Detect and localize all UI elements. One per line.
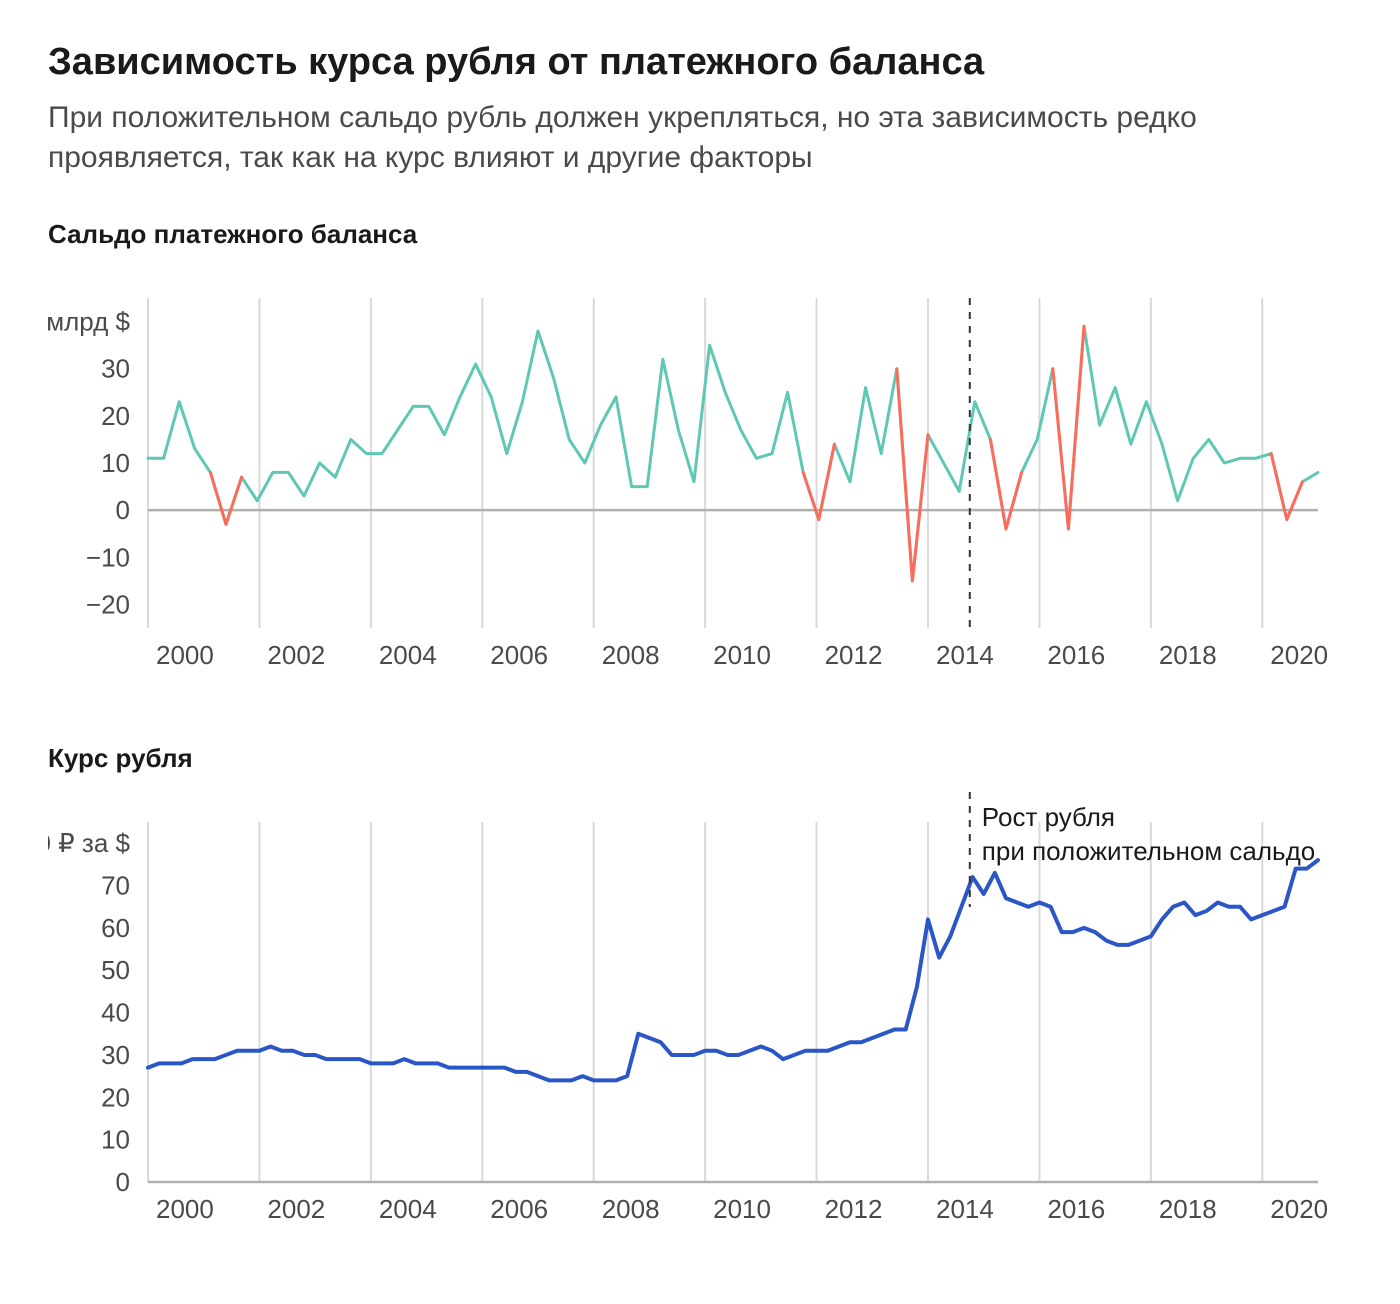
svg-text:2012: 2012 — [825, 1194, 883, 1224]
svg-text:2010: 2010 — [713, 640, 771, 670]
balance-chart-block: Сальдо платежного баланса −20 −10 0 10 20 30 4… — [48, 219, 1352, 683]
svg-text:2006: 2006 — [490, 1194, 548, 1224]
svg-text:20: 20 — [101, 400, 130, 430]
svg-text:2000: 2000 — [156, 640, 214, 670]
svg-text:2020: 2020 — [1270, 1194, 1328, 1224]
svg-text:2004: 2004 — [379, 1194, 437, 1224]
svg-text:Рост рубля: Рост рубля — [982, 802, 1115, 832]
svg-text:50: 50 — [101, 955, 130, 985]
balance-chart-svg: −20 −10 0 10 20 30 40 млрд $ 2000 2002 2004 2006 20… — [48, 268, 1348, 683]
svg-text:2004: 2004 — [379, 640, 437, 670]
svg-text:2018: 2018 — [1159, 1194, 1217, 1224]
svg-text:−10: −10 — [86, 542, 130, 572]
svg-text:−20: −20 — [86, 589, 130, 619]
svg-text:2000: 2000 — [156, 1194, 214, 1224]
svg-text:2012: 2012 — [825, 640, 883, 670]
page-title: Зависимость курса рубля от платежного ба… — [48, 40, 1352, 86]
svg-text:30: 30 — [101, 353, 130, 383]
svg-text:60: 60 — [101, 912, 130, 942]
svg-text:2018: 2018 — [1159, 640, 1217, 670]
svg-text:при положительном сальдо: при положительном сальдо — [982, 836, 1315, 866]
svg-text:2016: 2016 — [1047, 1194, 1105, 1224]
svg-text:2016: 2016 — [1047, 640, 1105, 670]
svg-text:20: 20 — [101, 1082, 130, 1112]
svg-text:40 млрд $: 40 млрд $ — [48, 306, 131, 336]
svg-text:0: 0 — [116, 1167, 130, 1197]
svg-text:2006: 2006 — [490, 640, 548, 670]
svg-text:2010: 2010 — [713, 1194, 771, 1224]
rate-chart-block: Курс рубля 0 10 20 30 40 50 60 70 80 ₽ за $ 2000 2… — [48, 743, 1352, 1237]
svg-text:2020: 2020 — [1270, 640, 1328, 670]
svg-text:10: 10 — [101, 448, 130, 478]
rate-chart-label: Курс рубля — [48, 743, 1352, 774]
svg-text:0: 0 — [116, 495, 130, 525]
svg-text:2002: 2002 — [267, 1194, 325, 1224]
chart-container: Зависимость курса рубля от платежного ба… — [0, 0, 1400, 1304]
svg-text:2014: 2014 — [936, 1194, 994, 1224]
svg-text:2008: 2008 — [602, 1194, 660, 1224]
rate-chart-svg: 0 10 20 30 40 50 60 70 80 ₽ за $ 2000 2002 2004 2006… — [48, 792, 1348, 1237]
svg-text:80 ₽ за $: 80 ₽ за $ — [48, 828, 131, 858]
svg-text:40: 40 — [101, 997, 130, 1027]
svg-text:2002: 2002 — [267, 640, 325, 670]
svg-text:2014: 2014 — [936, 640, 994, 670]
svg-text:10: 10 — [101, 1124, 130, 1154]
balance-chart-label: Сальдо платежного баланса — [48, 219, 1352, 250]
page-subtitle: При положительном сальдо рубль должен ук… — [48, 98, 1348, 179]
svg-text:70: 70 — [101, 870, 130, 900]
svg-text:30: 30 — [101, 1040, 130, 1070]
svg-text:2008: 2008 — [602, 640, 660, 670]
